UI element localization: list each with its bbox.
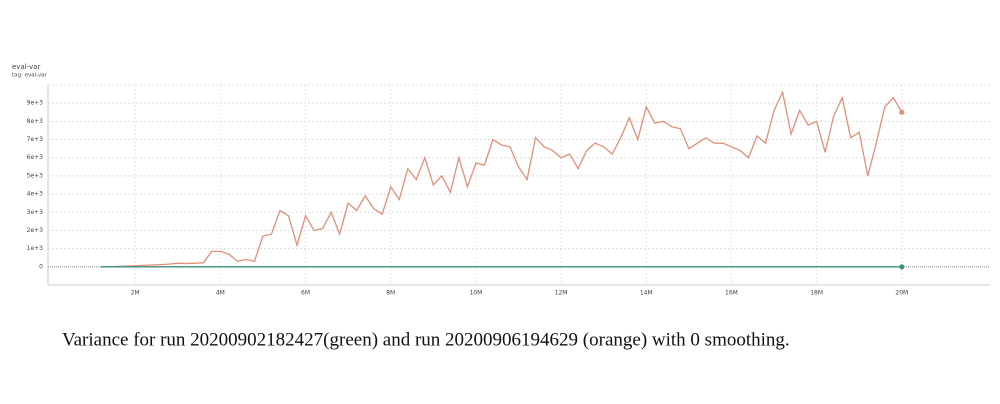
x-tick-label: 2M: [131, 290, 140, 297]
y-tick-label: 5e+3: [27, 172, 44, 179]
chart-title: eval-var: [12, 63, 40, 71]
end-point: [899, 109, 905, 115]
y-tick-label: 0: [39, 263, 43, 270]
x-tick-label: 10M: [470, 290, 483, 297]
y-tick-label: 6e+3: [27, 154, 44, 161]
y-tick-label: 1e+3: [27, 245, 44, 252]
end-point: [899, 264, 905, 270]
x-tick-label: 8M: [386, 290, 395, 297]
series-line: [101, 90, 903, 268]
x-tick-label: 6M: [301, 290, 310, 297]
y-tick-label: 2e+3: [27, 227, 44, 234]
x-tick-label: 4M: [216, 290, 225, 297]
y-tick-label: 9e+3: [27, 100, 44, 107]
x-tick-label: 12M: [555, 290, 568, 297]
y-tick-label: 7e+3: [27, 136, 44, 143]
caption: Variance for run 20200902182427(green) a…: [62, 329, 790, 350]
chart-subtitle: tag: eval-var: [12, 73, 48, 79]
y-tick-label: 4e+3: [27, 191, 44, 198]
x-tick-label: 16M: [725, 290, 738, 297]
x-tick-label: 18M: [810, 290, 823, 297]
y-tick-label: 3e+3: [27, 209, 44, 216]
x-tick-label: 14M: [640, 290, 653, 297]
y-tick-label: 8e+3: [27, 118, 44, 125]
x-tick-label: 20M: [895, 290, 908, 297]
